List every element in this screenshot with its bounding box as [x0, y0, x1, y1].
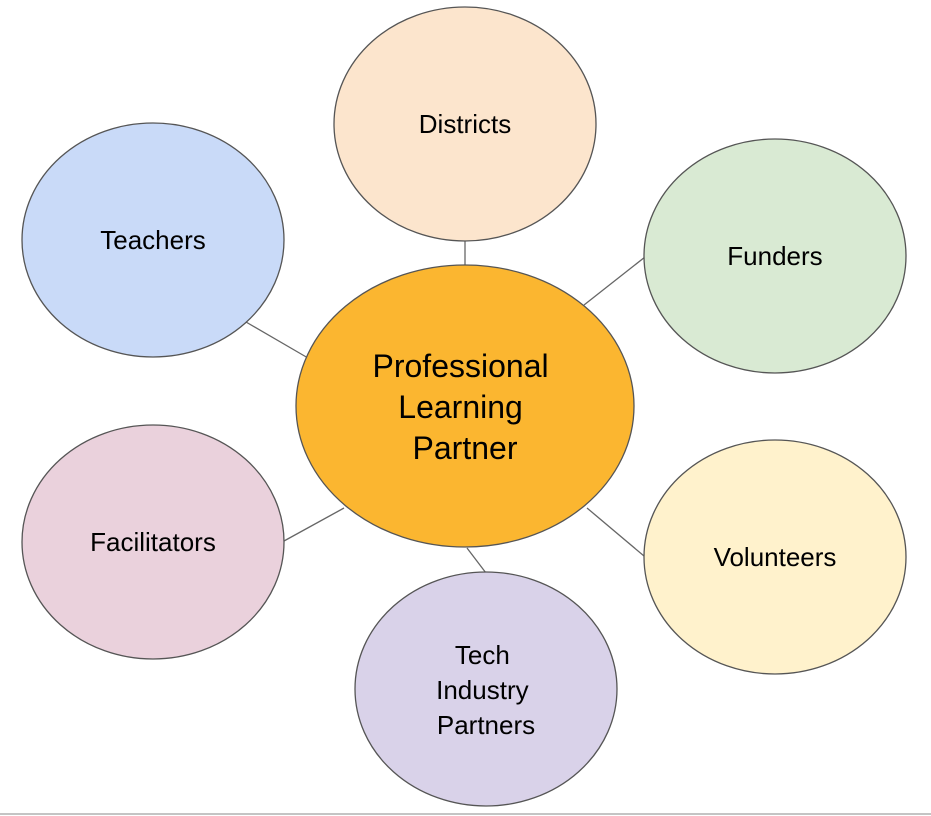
node-volunteers: Volunteers [643, 439, 907, 675]
node-facilitators: Facilitators [21, 424, 285, 660]
teachers-label: Teachers [100, 225, 206, 255]
connector-tech [466, 547, 487, 574]
connector-facilitators [283, 507, 345, 542]
funders-ellipse [643, 138, 907, 374]
node-funders: Funders [643, 138, 907, 374]
node-center: Professional Learning Partner [295, 264, 635, 548]
volunteers-label: Volunteers [714, 542, 837, 572]
connector-volunteers [586, 507, 645, 557]
node-teachers: Teachers [21, 122, 285, 358]
center-label: Professional Learning Partner [373, 348, 558, 466]
connectors [245, 240, 646, 574]
districts-ellipse [333, 6, 597, 242]
center-ellipse [295, 264, 635, 548]
connector-teachers [245, 321, 309, 359]
tech-label: Tech Industry Partners [436, 640, 536, 740]
funders-label: Funders [727, 241, 822, 271]
districts-label: Districts [419, 109, 511, 139]
facilitators-label: Facilitators [90, 527, 216, 557]
volunteers-ellipse [643, 439, 907, 675]
node-districts: Districts [333, 6, 597, 242]
node-tech-industry-partners: Tech Industry Partners [354, 571, 618, 807]
tech-ellipse [354, 571, 618, 807]
teachers-ellipse [21, 122, 285, 358]
connector-funders [583, 256, 646, 306]
facilitators-ellipse [21, 424, 285, 660]
